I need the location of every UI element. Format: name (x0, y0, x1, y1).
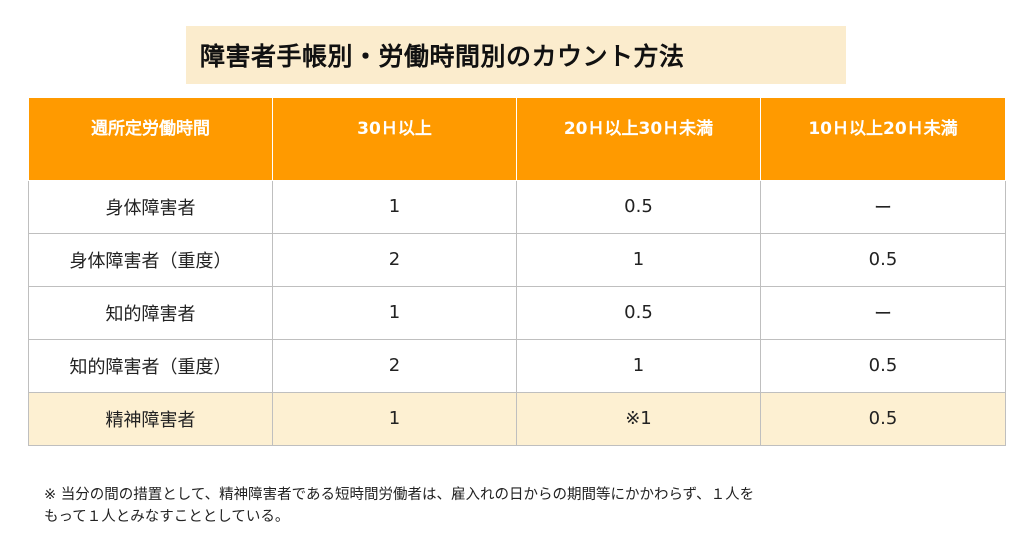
count-method-table: 週所定労働時間 30Ｈ以上 20Ｈ以上30Ｈ未満 10Ｈ以上20Ｈ未満 身体障害… (28, 98, 1006, 446)
table-cell: 1 (272, 285, 517, 340)
table-cell: ー (760, 285, 1006, 340)
table-cell: 2 (272, 338, 517, 393)
table-row: 身体障害者（重度） 2 1 0.5 (28, 232, 1006, 287)
footnote-line: もって１人とみなすこととしている。 (44, 509, 290, 525)
table-cell: 2 (272, 232, 517, 287)
table-cell: ー (760, 179, 1006, 234)
row-label: 精神障害者 (28, 391, 273, 446)
table-row-highlighted: 精神障害者 1 ※1 0.5 (28, 391, 1006, 446)
row-label: 身体障害者（重度） (28, 232, 273, 287)
table-cell: 0.5 (516, 285, 761, 340)
table-header-row: 週所定労働時間 30Ｈ以上 20Ｈ以上30Ｈ未満 10Ｈ以上20Ｈ未満 (28, 98, 1006, 181)
table-cell: 1 (272, 179, 517, 234)
table-cell: 0.5 (760, 338, 1006, 393)
row-label: 知的障害者 (28, 285, 273, 340)
table-cell: ※1 (516, 391, 761, 446)
table-cell: 0.5 (760, 232, 1006, 287)
footnote-line: ※ 当分の間の措置として、精神障害者である短時間労働者は、雇入れの日からの期間等… (44, 487, 755, 503)
header-20h-30h: 20Ｈ以上30Ｈ未満 (516, 98, 761, 181)
table-row: 身体障害者 1 0.5 ー (28, 179, 1006, 234)
page-title: 障害者手帳別・労働時間別のカウント方法 (186, 26, 846, 84)
header-weekly-hours: 週所定労働時間 (28, 98, 273, 181)
footnote: ※ 当分の間の措置として、精神障害者である短時間労働者は、雇入れの日からの期間等… (44, 484, 984, 528)
header-10h-20h: 10Ｈ以上20Ｈ未満 (760, 98, 1006, 181)
table-row: 知的障害者（重度） 2 1 0.5 (28, 338, 1006, 393)
row-label: 身体障害者 (28, 179, 273, 234)
header-30h-plus: 30Ｈ以上 (272, 98, 517, 181)
table-row: 知的障害者 1 0.5 ー (28, 285, 1006, 340)
table-cell: 0.5 (516, 179, 761, 234)
table-cell: 0.5 (760, 391, 1006, 446)
row-label: 知的障害者（重度） (28, 338, 273, 393)
table-cell: 1 (516, 338, 761, 393)
table-cell: 1 (516, 232, 761, 287)
table-cell: 1 (272, 391, 517, 446)
